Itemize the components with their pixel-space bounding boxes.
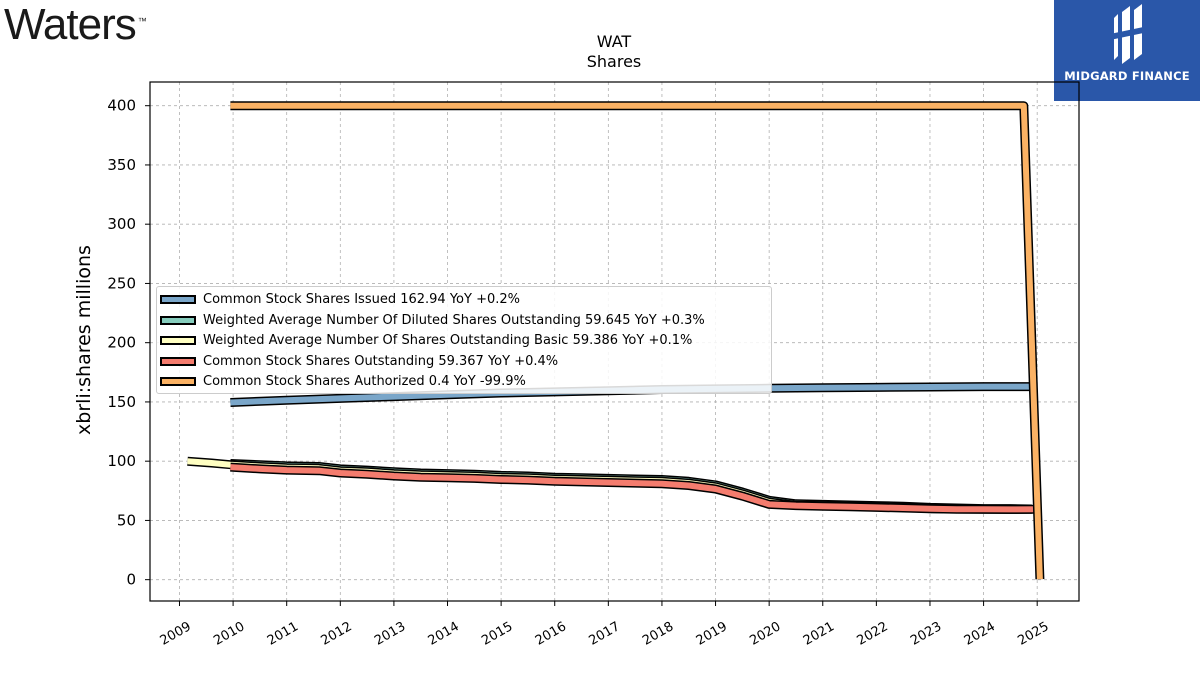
legend-label: Weighted Average Number Of Shares Outsta… — [203, 333, 693, 348]
legend-label: Weighted Average Number Of Diluted Share… — [203, 312, 705, 328]
x-tick-label: 2015 — [479, 619, 515, 649]
x-tick-label: 2011 — [265, 619, 301, 649]
legend-item: Common Stock Shares Issued 162.94 YoY +0… — [157, 290, 771, 311]
chart-subtitle: Shares — [587, 52, 642, 71]
x-tick-label: 2014 — [426, 619, 462, 649]
x-tick-label: 2020 — [747, 619, 783, 649]
x-tick-label: 2021 — [801, 619, 837, 649]
trademark-symbol: ™ — [137, 16, 147, 26]
legend-swatch — [160, 377, 196, 386]
y-tick-label: 200 — [107, 334, 136, 352]
midgard-finance-logo: MIDGARD FINANCE — [1054, 0, 1200, 101]
x-tick-label: 2013 — [372, 619, 408, 649]
x-tick-label: 2016 — [533, 619, 569, 649]
x-tick-label: 2017 — [587, 619, 623, 649]
y-axis-label: xbrli:shares millions — [73, 245, 95, 435]
legend-item: Weighted Average Number Of Shares Outsta… — [157, 331, 771, 352]
y-axis: 0 50 100 150 200 250 300 350 400 — [107, 97, 150, 589]
x-tick-label: 2019 — [694, 619, 730, 649]
x-tick-label: 2024 — [962, 619, 998, 649]
y-tick-label: 0 — [126, 571, 136, 589]
series-layer — [187, 101, 1045, 580]
x-tick-label: 2010 — [211, 619, 247, 649]
x-tick-label: 2022 — [855, 619, 891, 649]
legend-swatch — [160, 295, 196, 304]
y-tick-label: 100 — [107, 452, 136, 470]
series-line — [230, 464, 1040, 513]
y-tick-label: 250 — [107, 274, 136, 292]
y-tick-label: 150 — [107, 393, 136, 411]
legend-swatch — [160, 336, 196, 345]
midgard-finance-text: MIDGARD FINANCE — [1064, 69, 1190, 83]
series-line — [230, 102, 1043, 580]
legend-item: Weighted Average Number Of Diluted Share… — [157, 311, 771, 332]
legend-label: Common Stock Shares Authorized 0.4 YoY -… — [203, 374, 526, 389]
x-tick-label: 2009 — [158, 619, 194, 649]
y-tick-label: 400 — [107, 97, 136, 115]
x-tick-label: 2025 — [1015, 619, 1051, 649]
x-tick-label: 2018 — [640, 619, 676, 649]
x-tick-label: 2012 — [318, 619, 354, 649]
legend-item: Common Stock Shares Authorized 0.4 YoY -… — [157, 372, 771, 393]
y-tick-label: 50 — [117, 511, 136, 529]
legend-item: Common Stock Shares Outstanding 59.367 Y… — [157, 352, 771, 373]
plot-area-frame — [149, 81, 1080, 602]
waters-logo: Waters ™ — [4, 0, 147, 50]
chart-title: WAT — [597, 32, 632, 51]
legend-swatch — [160, 356, 196, 366]
y-tick-label: 300 — [107, 215, 136, 233]
chart-legend: Common Stock Shares Issued 162.94 YoY +0… — [156, 286, 772, 394]
legend-swatch — [160, 315, 196, 325]
legend-label: Common Stock Shares Outstanding 59.367 Y… — [203, 353, 559, 369]
x-tick-label: 2023 — [908, 619, 944, 649]
y-tick-label: 350 — [107, 156, 136, 174]
waters-logo-text: Waters — [4, 0, 137, 49]
midgard-logo-icon — [1110, 4, 1148, 64]
legend-label: Common Stock Shares Issued 162.94 YoY +0… — [203, 292, 520, 307]
x-axis: 2009 2010 2011 2012 2013 2014 2015 2016 2017 2018… — [158, 601, 1052, 649]
